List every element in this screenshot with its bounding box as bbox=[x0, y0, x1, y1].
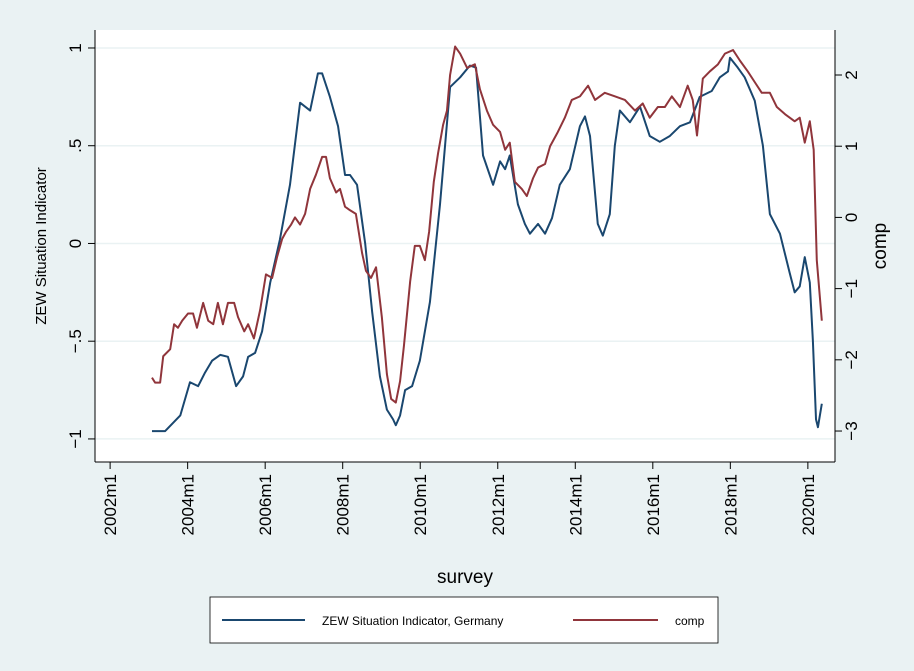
y2-axis-title: comp bbox=[870, 223, 891, 269]
x-tick-label: 2002m1 bbox=[101, 474, 120, 535]
y-axis-title: ZEW Situation Indicator bbox=[33, 167, 50, 325]
y2-tick-label: −2 bbox=[842, 350, 861, 369]
y2-tick-label: 1 bbox=[842, 141, 861, 150]
x-axis-title: survey bbox=[437, 567, 493, 588]
x-tick-label: 2016m1 bbox=[644, 474, 663, 535]
x-tick-label: 2012m1 bbox=[489, 474, 508, 535]
y-tick-label: 0 bbox=[66, 239, 85, 248]
x-tick-label: 2006m1 bbox=[256, 474, 275, 535]
x-tick-label: 2004m1 bbox=[179, 474, 198, 535]
legend-label: comp bbox=[675, 614, 705, 628]
y2-tick-label: 0 bbox=[842, 213, 861, 222]
x-tick-label: 2014m1 bbox=[566, 474, 585, 535]
y2-tick-label: 2 bbox=[842, 70, 861, 79]
y-tick-label: −1 bbox=[66, 429, 85, 448]
y2-tick-label: −1 bbox=[842, 279, 861, 298]
series-line bbox=[151, 56, 823, 433]
x-tick-label: 2010m1 bbox=[411, 474, 430, 535]
legend-label: ZEW Situation Indicator, Germany bbox=[322, 614, 503, 628]
x-tick-label: 2018m1 bbox=[721, 474, 740, 535]
y-tick-label: 1 bbox=[66, 43, 85, 52]
x-tick-label: 2020m1 bbox=[799, 474, 818, 535]
y-tick-label: −.5 bbox=[66, 329, 85, 353]
x-tick-label: 2008m1 bbox=[334, 474, 353, 535]
series-line bbox=[151, 45, 823, 404]
y2-tick-label: −3 bbox=[842, 421, 861, 440]
y-tick-label: .5 bbox=[66, 139, 85, 153]
plot-area bbox=[95, 30, 835, 462]
